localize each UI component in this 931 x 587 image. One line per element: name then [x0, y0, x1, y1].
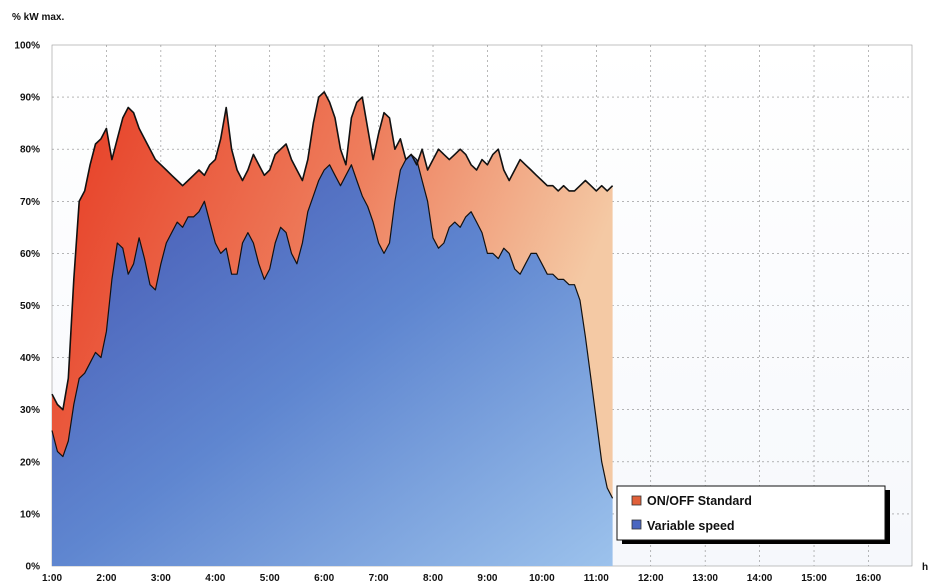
legend-swatch-variable	[631, 519, 642, 530]
x-tick-label: 15:00	[801, 573, 827, 584]
legend-label-variable: Variable speed	[647, 519, 735, 533]
onoff-standard-line	[51, 91, 614, 411]
x-tick-label: 4:00	[205, 573, 225, 584]
legend-label-onoff: ON/OFF Standard	[647, 494, 752, 508]
y-axis-ticks: 0% 10% 20% 30% 40% 50% 60% 70% 80% 90% 100%	[14, 41, 40, 573]
x-tick-label: 12:00	[638, 573, 664, 584]
x-tick-label: 7:00	[369, 573, 389, 584]
y-tick-label: 70%	[20, 197, 40, 208]
x-tick-label: 9:00	[477, 573, 497, 584]
legend-swatch-onoff	[631, 495, 642, 506]
x-tick-label: 8:00	[423, 573, 443, 584]
y-tick-label: 100%	[14, 41, 40, 52]
x-axis-ticks: 1:00 2:00 3:00 4:00 5:00 6:00 7:00 8:00 9:00 10:0…	[42, 573, 882, 584]
onoff-standard-area	[52, 91, 613, 499]
x-tick-label: 13:00	[692, 573, 718, 584]
y-tick-label: 10%	[20, 509, 40, 520]
x-axis-unit-label: h	[922, 562, 928, 573]
x-tick-label: 5:00	[260, 573, 280, 584]
variable-speed-line	[51, 153, 614, 499]
x-tick-label: 1:00	[42, 573, 62, 584]
y-tick-label: 50%	[20, 301, 40, 312]
y-tick-label: 30%	[20, 405, 40, 416]
y-axis-unit-label: % kW max.	[12, 12, 64, 23]
x-tick-label: 16:00	[856, 573, 882, 584]
x-tick-label: 11:00	[584, 573, 609, 584]
y-tick-label: 20%	[20, 457, 40, 468]
x-tick-label: 10:00	[529, 573, 555, 584]
y-tick-label: 40%	[20, 353, 40, 364]
y-tick-label: 90%	[20, 93, 40, 104]
y-tick-label: 0%	[26, 562, 41, 573]
x-tick-label: 6:00	[314, 573, 334, 584]
x-tick-label: 3:00	[151, 573, 171, 584]
legend-box	[616, 485, 886, 541]
y-tick-label: 60%	[20, 249, 40, 260]
variable-speed-area	[52, 154, 613, 566]
x-tick-label: 14:00	[747, 573, 773, 584]
series-areas	[51, 91, 614, 566]
y-tick-label: 80%	[20, 145, 40, 156]
x-tick-label: 2:00	[96, 573, 116, 584]
legend: ON/OFF Standard Variable speed	[616, 485, 890, 544]
